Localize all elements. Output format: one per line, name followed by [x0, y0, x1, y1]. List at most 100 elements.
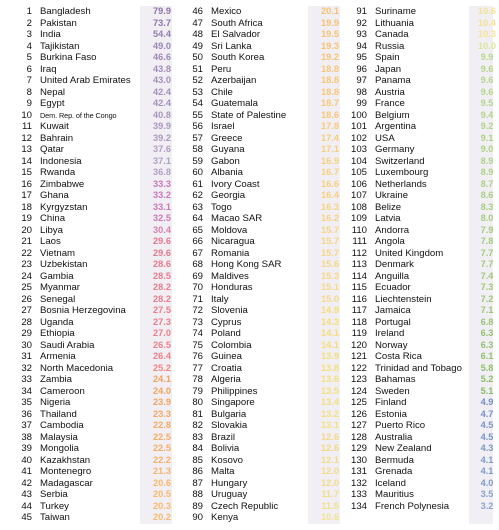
rank-number: 2	[26, 17, 32, 29]
score-value: 9.2	[480, 121, 494, 131]
rank-number: 91	[356, 6, 367, 17]
country-name: United Arab Emirates	[40, 75, 131, 86]
table-row: 55 State of Palestine 18.6	[180, 110, 346, 122]
ranking-column-2: 46 Mexico 20.1 47 South Africa 19.9 48 El Salva…	[180, 6, 346, 524]
table-row: 37 Cambodia 22.8	[0, 420, 180, 432]
rank-number: 61	[192, 178, 203, 190]
rank-number: 20	[21, 224, 32, 236]
country-name: Nigeria	[40, 397, 71, 408]
table-row: 82 Slovakia 13.1	[180, 420, 346, 432]
score-value: 7.2	[480, 293, 494, 304]
country-name: USA	[375, 132, 395, 144]
rank-number: 45	[21, 512, 32, 523]
country-name: Ukraine	[375, 190, 409, 201]
score-value: 7.8	[480, 236, 494, 246]
country-name: Bahrain	[40, 132, 74, 144]
rank-number: 62	[192, 190, 203, 201]
rank-number: 21	[21, 236, 32, 247]
rank-number: 93	[356, 29, 367, 40]
score-value: 46.6	[153, 52, 171, 62]
table-row: 133 Mauritius 3.5	[346, 489, 499, 501]
country-name: Anguilla	[375, 270, 410, 282]
rank-number: 23	[21, 259, 32, 270]
score-value: 13.6	[321, 374, 339, 384]
score-value: 22.5	[153, 443, 171, 453]
score-value: 17.1	[321, 144, 339, 154]
rank-number: 128	[350, 431, 367, 443]
table-row: 16 Zimbabwe 33.3	[0, 179, 180, 191]
rank-number: 66	[192, 236, 203, 247]
table-row: 50 South Korea 19.2	[180, 52, 346, 64]
country-name: Germany	[375, 144, 415, 155]
rank-number: 39	[21, 443, 32, 454]
table-row: 61 Ivory Coast 16.6	[180, 179, 346, 191]
rank-number: 97	[356, 75, 367, 86]
table-row: 79 Philippines 13.5	[180, 386, 346, 398]
country-name: Zimbabwe	[40, 178, 85, 190]
rank-number: 81	[192, 408, 203, 420]
table-row: 80 Singapore 13.4	[180, 397, 346, 409]
table-row: 49 Sri Lanka 19.3	[180, 41, 346, 53]
score-value: 7.7	[480, 247, 494, 258]
table-row: 114 Anguilla 7.4	[346, 271, 499, 283]
rank-number: 102	[350, 132, 367, 144]
score-value: 42.4	[153, 98, 171, 108]
table-row: 69 Maldives 15.3	[180, 271, 346, 283]
country-name: Malta	[211, 466, 235, 477]
table-row: 42 Madagascar 20.6	[0, 478, 180, 490]
country-name: Kyrgyzstan	[40, 201, 88, 213]
country-name: Guyana	[211, 144, 245, 155]
table-row: 91 Suriname 10.6	[346, 6, 499, 18]
country-name: Australia	[375, 431, 413, 443]
country-name: Suriname	[375, 6, 417, 17]
score-value: 9.4	[480, 109, 494, 120]
rank-number: 67	[192, 247, 203, 259]
country-name: Albania	[211, 167, 244, 178]
table-row: 12 Bahrain 39.2	[0, 133, 180, 145]
country-name: Azerbaijan	[211, 75, 257, 86]
country-name: Malaysia	[40, 431, 78, 443]
table-row: 104 Switzerland 8.9	[346, 156, 499, 168]
country-name: Mauritius	[375, 489, 414, 500]
score-value: 6.3	[480, 328, 494, 338]
country-name: Belgium	[375, 109, 410, 121]
table-row: 95 Spain 9.9	[346, 52, 499, 64]
table-row: 122 Trinidad and Tobago 5.8	[346, 363, 499, 375]
table-row: 30 Saudi Arabia 26.5	[0, 340, 180, 352]
table-row: 33 Zambia 24.1	[0, 374, 180, 386]
country-name: Egypt	[40, 98, 65, 109]
country-name: Ivory Coast	[211, 178, 260, 190]
country-name: Uzbekistan	[40, 259, 88, 270]
rank-number: 110	[351, 224, 367, 236]
table-row: 59 Gabon 16.9	[180, 156, 346, 168]
score-value: 17.4	[321, 132, 339, 143]
score-value: 7.9	[480, 224, 494, 235]
table-row: 101 Argentina 9.2	[346, 121, 499, 133]
ranking-column-1: 1 Bangladesh 79.9 2 Pakistan 73.7 3 India 54.4 4 T…	[0, 6, 180, 524]
table-row: 93 Canada 10.3	[346, 29, 499, 41]
table-row: 70 Honduras 15.1	[180, 282, 346, 294]
country-name: Grenada	[375, 466, 413, 477]
rank-number: 33	[21, 374, 32, 385]
score-value: 18.8	[321, 63, 339, 74]
country-name: Laos	[40, 236, 61, 247]
country-name: Qatar	[40, 144, 64, 155]
rank-number: 13	[21, 144, 32, 155]
country-name: Panama	[375, 75, 411, 86]
table-row: 117 Jamaica 7.1	[346, 305, 499, 317]
score-value: 13.1	[321, 420, 339, 430]
table-row: 109 Latvia 8.0	[346, 213, 499, 225]
rank-number: 47	[192, 17, 203, 29]
table-row: 106 Netherlands 8.7	[346, 179, 499, 191]
rank-number: 37	[21, 420, 32, 431]
rank-number: 55	[192, 109, 203, 121]
table-row: 94 Russia 10.0	[346, 41, 499, 53]
rank-number: 34	[21, 385, 32, 397]
rank-number: 122	[350, 362, 367, 374]
country-name: French Polynesia	[375, 500, 450, 512]
table-row: 118 Portugal 6.8	[346, 317, 499, 329]
table-row: 105 Luxembourg 8.9	[346, 167, 499, 179]
rank-number: 59	[192, 155, 203, 167]
score-value: 10.6	[321, 512, 339, 522]
table-row: 5 Burkina Faso 46.6	[0, 52, 180, 64]
